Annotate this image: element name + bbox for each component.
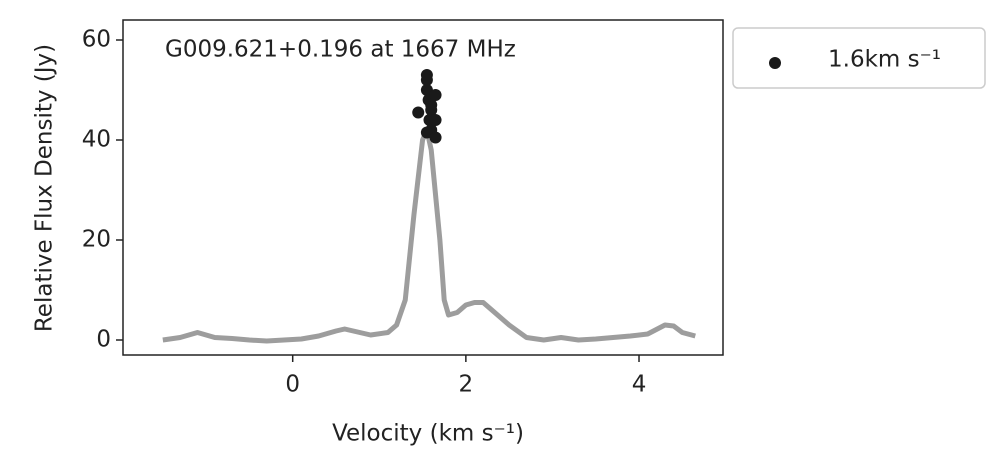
scatter-point bbox=[420, 84, 433, 96]
legend-label: 1.6km s⁻¹ bbox=[828, 47, 941, 73]
y-tick-label: 60 bbox=[82, 27, 111, 53]
plot-frame bbox=[122, 19, 724, 356]
scatter-point bbox=[420, 74, 433, 86]
y-tick-label: 40 bbox=[82, 127, 111, 153]
scatter-point bbox=[412, 106, 425, 119]
scatter-point bbox=[429, 114, 442, 126]
x-tick-label: 4 bbox=[632, 372, 647, 398]
scatter-point bbox=[420, 126, 433, 139]
legend-marker bbox=[769, 57, 781, 69]
x-tick-label: 0 bbox=[285, 372, 300, 398]
y-tick-label: 20 bbox=[82, 227, 111, 253]
x-axis-label: Velocity (km s⁻¹) bbox=[332, 421, 524, 447]
spectrum-line bbox=[162, 127, 696, 344]
x-tick-label: 2 bbox=[459, 372, 474, 398]
legend-box bbox=[732, 27, 986, 89]
chart-title: G009.621+0.196 at 1667 MHz bbox=[165, 37, 516, 63]
scatter-point bbox=[429, 89, 442, 101]
scatter-point bbox=[429, 131, 442, 144]
scatter-point bbox=[425, 99, 438, 111]
y-axis-label: Relative Flux Density (Jy) bbox=[32, 44, 58, 332]
y-tick-label: 0 bbox=[96, 327, 111, 353]
